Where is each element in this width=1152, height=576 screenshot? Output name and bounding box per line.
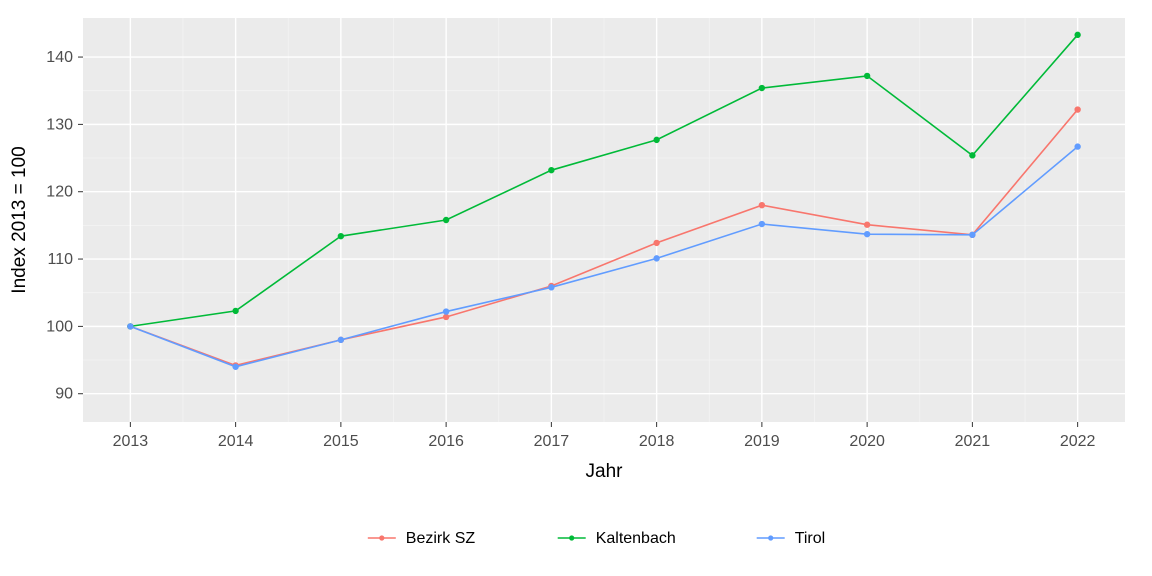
series-point <box>1075 107 1080 112</box>
line-chart: 2013 2014 2015 2016 2017 2018 2019 2020 2021 2022… <box>0 0 1152 576</box>
y-tick-label: 100 <box>46 318 73 335</box>
series-point <box>444 309 449 314</box>
series-point <box>128 324 133 329</box>
series-point <box>1075 144 1080 149</box>
x-tick-label: 2015 <box>323 433 359 450</box>
legend-label: Tirol <box>795 530 826 547</box>
series-point <box>865 222 870 227</box>
y-tick-label: 130 <box>46 116 73 133</box>
series-point <box>444 314 449 319</box>
y-tick-label: 110 <box>47 251 73 268</box>
series-point <box>654 240 659 245</box>
x-tick-label: 2019 <box>744 433 780 450</box>
series-point <box>1075 32 1080 37</box>
y-axis-title: Index 2013 = 100 <box>9 146 30 293</box>
y-tick-label: 120 <box>46 184 73 201</box>
x-tick-label: 2020 <box>849 433 885 450</box>
legend-key-point <box>569 535 574 540</box>
series-point <box>338 234 343 239</box>
x-axis-title: Jahr <box>586 461 624 482</box>
series-point <box>759 85 764 90</box>
series-point <box>654 137 659 142</box>
legend-label: Bezirk SZ <box>406 530 476 547</box>
series-point <box>654 256 659 261</box>
series-point <box>233 308 238 313</box>
y-tick-label: 90 <box>55 386 73 403</box>
x-tick-label: 2014 <box>218 433 254 450</box>
x-tick-label: 2022 <box>1060 433 1096 450</box>
series-point <box>759 203 764 208</box>
series-point <box>549 285 554 290</box>
y-tick-label: 140 <box>46 49 73 66</box>
x-tick-label: 2021 <box>955 433 991 450</box>
x-tick-label: 2013 <box>113 433 149 450</box>
series-point <box>759 221 764 226</box>
chart-container: 2013 2014 2015 2016 2017 2018 2019 2020 2021 2022… <box>0 0 1152 576</box>
series-point <box>865 73 870 78</box>
x-tick-label: 2017 <box>534 433 570 450</box>
series-point <box>970 153 975 158</box>
x-tick-label: 2018 <box>639 433 675 450</box>
series-point <box>549 168 554 173</box>
legend-key-point <box>768 535 773 540</box>
series-point <box>970 232 975 237</box>
legend-label: Kaltenbach <box>596 530 676 547</box>
series-point <box>444 217 449 222</box>
x-tick-label: 2016 <box>428 433 464 450</box>
series-point <box>338 337 343 342</box>
legend-key-point <box>379 535 384 540</box>
series-point <box>865 232 870 237</box>
series-point <box>233 364 238 369</box>
